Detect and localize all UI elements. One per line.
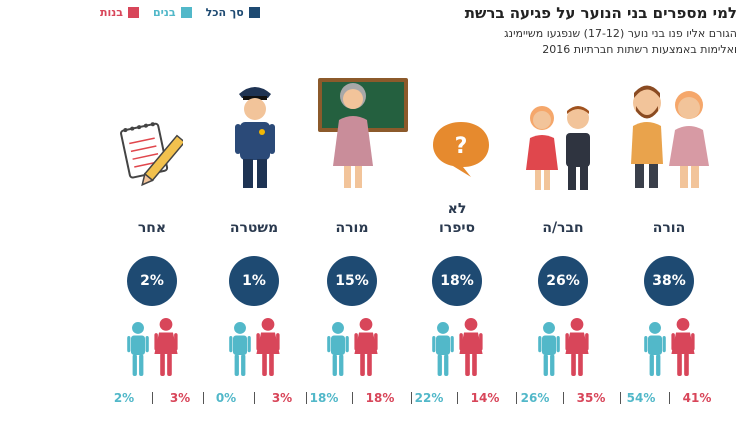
gender-figures <box>538 318 589 376</box>
total-percent-circle: 2% <box>127 256 177 306</box>
gender-figures <box>229 318 280 376</box>
legend-label-boys: בנים <box>152 6 176 19</box>
total-percent-circle: 15% <box>327 256 377 306</box>
teacher-icon <box>318 78 408 188</box>
category-label-line: משטרה <box>229 220 279 236</box>
friends-icon <box>526 106 590 190</box>
category-label: מורה <box>307 219 397 238</box>
total-percent-circle: 38% <box>644 256 694 306</box>
category-label-line: אחר <box>137 220 167 236</box>
legend-swatch-boys <box>180 7 192 18</box>
girls-percent-label: 14% <box>470 391 500 405</box>
boy-figure-icon <box>644 322 666 376</box>
category-label-line: חבר/ה <box>542 220 584 236</box>
column-divider <box>203 392 204 404</box>
girls-percent-label: 18% <box>365 391 395 405</box>
girls-percent-label: 3% <box>169 391 191 405</box>
girl-figure-icon <box>354 318 378 376</box>
legend-swatch-total <box>248 7 260 18</box>
chart-subtitle-line2: ואלימות באמצעות רשתות חברתיות 2016 <box>542 43 737 56</box>
column-divider <box>516 392 517 404</box>
gender-divider <box>152 392 153 404</box>
boys-percent-label: 2% <box>113 391 135 405</box>
column-divider <box>411 392 412 404</box>
chart-subtitle-line1: הגורם אליו פנו בני נוער (17-12) שנפגעו מ… <box>504 27 737 40</box>
boys-percent-label: 26% <box>520 391 550 405</box>
svg-text:?: ? <box>455 134 468 159</box>
boy-figure-icon <box>127 322 149 376</box>
category-label-line: הורה <box>652 220 686 236</box>
girl-figure-icon <box>256 318 280 376</box>
boy-figure-icon <box>327 322 349 376</box>
gender-divider <box>457 392 458 404</box>
legend-item-girls: בנות <box>100 6 139 19</box>
total-percent-circle: 18% <box>432 256 482 306</box>
parents-icon <box>631 85 709 188</box>
girl-figure-icon <box>565 318 589 376</box>
legend-item-total: סך הכל <box>206 6 260 19</box>
speech-bubble-question-icon: ? <box>433 122 489 177</box>
legend: סך הכל בנים בנות <box>100 6 260 19</box>
girl-figure-icon <box>459 318 483 376</box>
column-divider <box>620 392 621 404</box>
girl-figure-icon <box>671 318 695 376</box>
category-label-line: לא <box>447 201 467 217</box>
legend-label-girls: בנות <box>100 6 123 19</box>
gender-figures <box>432 318 483 376</box>
boys-percent-label: 22% <box>414 391 444 405</box>
gender-figures <box>327 318 378 376</box>
girls-percent-label: 41% <box>682 391 712 405</box>
category-label-line: מורה <box>335 220 369 236</box>
category-label: לא סיפרו <box>412 200 502 238</box>
boys-percent-label: 54% <box>626 391 656 405</box>
gender-figures <box>127 318 178 376</box>
girls-percent-label: 35% <box>576 391 606 405</box>
total-percent-circle: 26% <box>538 256 588 306</box>
boy-figure-icon <box>229 322 251 376</box>
boys-percent-label: 0% <box>215 391 237 405</box>
legend-swatch-girls <box>127 7 139 18</box>
boy-figure-icon <box>538 322 560 376</box>
boys-percent-label: 18% <box>309 391 339 405</box>
gender-divider <box>669 392 670 404</box>
category-label-line: סיפרו <box>438 220 476 236</box>
girl-figure-icon <box>154 318 178 376</box>
category-label: משטרה <box>209 219 299 238</box>
girls-percent-label: 3% <box>271 391 293 405</box>
legend-item-boys: בנים <box>153 6 192 19</box>
police-officer-icon <box>235 87 275 188</box>
notepad-pencil-icon <box>120 122 183 187</box>
chart-title: למי מספרים בני הנוער על פגיעה ברשת <box>464 4 737 22</box>
category-label: הורה <box>624 219 714 238</box>
gender-figures <box>644 318 695 376</box>
total-percent-circle: 1% <box>229 256 279 306</box>
gender-divider <box>352 392 353 404</box>
gender-divider <box>254 392 255 404</box>
category-label: חבר/ה <box>518 219 608 238</box>
category-label: אחר <box>107 219 197 238</box>
gender-divider <box>563 392 564 404</box>
legend-label-total: סך הכל <box>205 6 244 19</box>
boy-figure-icon <box>432 322 454 376</box>
column-divider <box>306 392 307 404</box>
